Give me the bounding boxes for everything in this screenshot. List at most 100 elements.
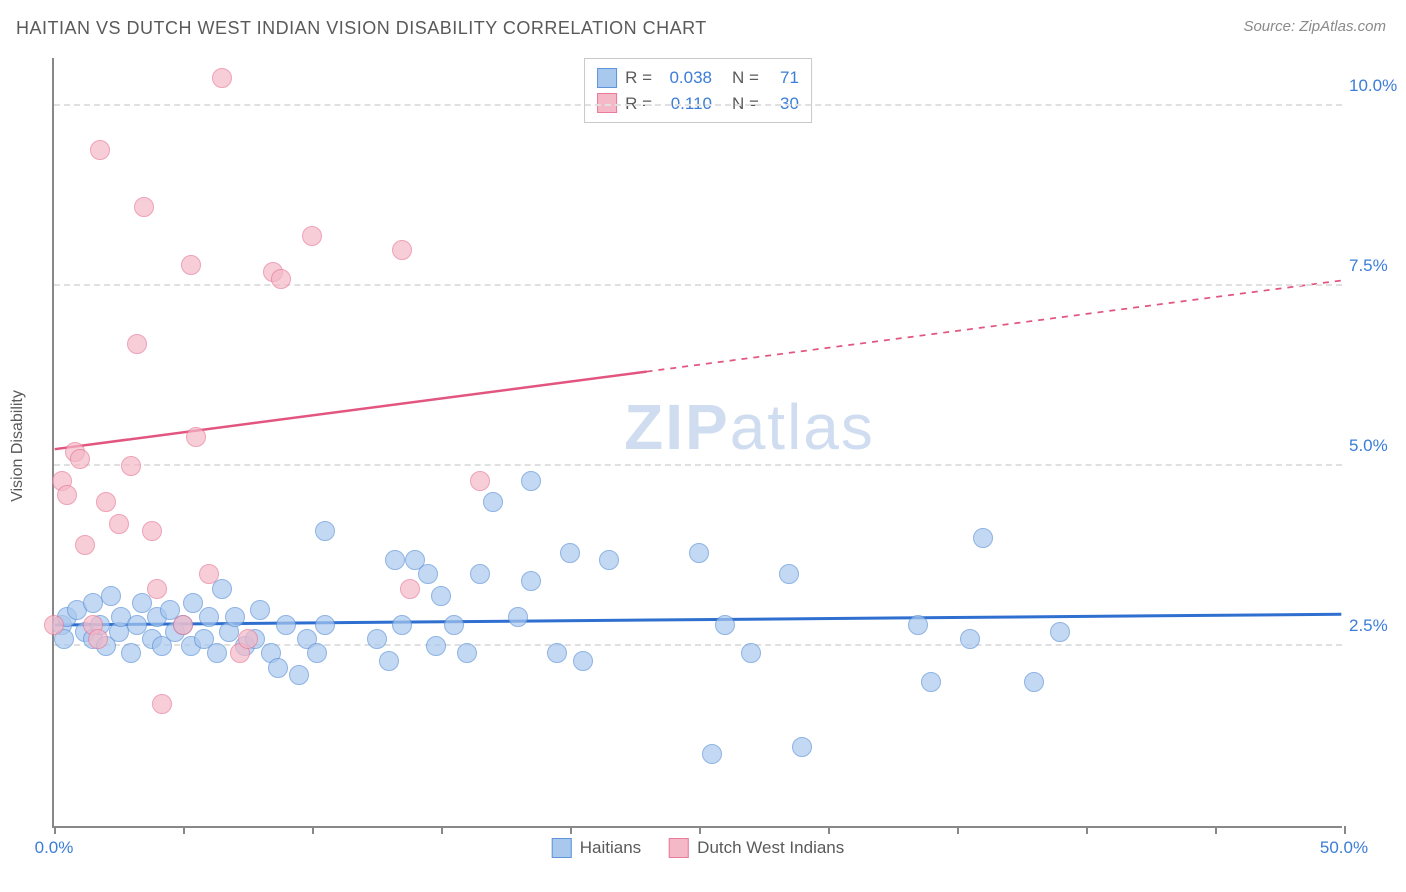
stats-row: R = 0.038 N = 71 — [597, 65, 799, 91]
scatter-point — [289, 665, 309, 685]
scatter-point — [457, 643, 477, 663]
scatter-point — [70, 449, 90, 469]
trend-line-solid — [55, 372, 647, 450]
x-tick — [183, 826, 185, 834]
scatter-point — [109, 514, 129, 534]
legend-item: Dutch West Indians — [669, 838, 844, 858]
scatter-point — [307, 643, 327, 663]
stat-label-n: N = — [732, 65, 759, 91]
scatter-point — [547, 643, 567, 663]
scatter-point — [315, 521, 335, 541]
scatter-point — [792, 737, 812, 757]
scatter-point — [186, 427, 206, 447]
scatter-point — [392, 615, 412, 635]
scatter-point — [250, 600, 270, 620]
scatter-point — [1050, 622, 1070, 642]
x-tick-label: 50.0% — [1320, 838, 1368, 858]
gridline-h — [54, 284, 1342, 286]
trend-lines-svg — [54, 58, 1342, 826]
scatter-point — [90, 140, 110, 160]
scatter-point — [367, 629, 387, 649]
scatter-point — [560, 543, 580, 563]
scatter-point — [960, 629, 980, 649]
x-tick — [1215, 826, 1217, 834]
scatter-point — [599, 550, 619, 570]
legend-bottom: Haitians Dutch West Indians — [552, 838, 845, 858]
scatter-point — [426, 636, 446, 656]
gridline-h — [54, 104, 1342, 106]
scatter-point — [973, 528, 993, 548]
source-attribution: Source: ZipAtlas.com — [1243, 18, 1386, 35]
scatter-point — [483, 492, 503, 512]
scatter-point — [302, 226, 322, 246]
stat-label-n: N = — [732, 91, 759, 117]
legend-label: Haitians — [580, 838, 641, 858]
scatter-point — [199, 564, 219, 584]
gridline-h — [54, 464, 1342, 466]
scatter-point — [431, 586, 451, 606]
stat-value-r: 0.038 — [660, 65, 712, 91]
stat-label-r: R = — [625, 91, 652, 117]
x-tick — [699, 826, 701, 834]
scatter-point — [173, 615, 193, 635]
scatter-point — [238, 629, 258, 649]
scatter-point — [470, 471, 490, 491]
scatter-point — [470, 564, 490, 584]
x-tick — [1344, 826, 1346, 834]
legend-item: Haitians — [552, 838, 641, 858]
x-tick — [441, 826, 443, 834]
y-tick-label: 2.5% — [1349, 616, 1404, 636]
scatter-point — [225, 607, 245, 627]
scatter-point — [142, 521, 162, 541]
scatter-point — [88, 629, 108, 649]
scatter-point — [715, 615, 735, 635]
trend-line-dashed — [647, 281, 1342, 372]
chart-title: HAITIAN VS DUTCH WEST INDIAN VISION DISA… — [16, 18, 707, 39]
watermark: ZIPatlas — [624, 390, 875, 464]
scatter-point — [207, 643, 227, 663]
scatter-point — [276, 615, 296, 635]
scatter-point — [741, 643, 761, 663]
x-tick — [828, 826, 830, 834]
scatter-point — [152, 694, 172, 714]
plot-area: ZIPatlas R =0.038N =71R =0.110N =30 Hait… — [52, 58, 1342, 828]
scatter-point — [908, 615, 928, 635]
scatter-point — [57, 485, 77, 505]
scatter-point — [44, 615, 64, 635]
scatter-point — [689, 543, 709, 563]
scatter-point — [134, 197, 154, 217]
scatter-point — [418, 564, 438, 584]
trend-line-solid — [55, 614, 1342, 625]
x-tick — [957, 826, 959, 834]
scatter-point — [101, 586, 121, 606]
scatter-point — [181, 255, 201, 275]
scatter-point — [379, 651, 399, 671]
scatter-point — [400, 579, 420, 599]
watermark-light: atlas — [730, 391, 875, 463]
x-tick — [54, 826, 56, 834]
scatter-point — [127, 334, 147, 354]
x-tick — [570, 826, 572, 834]
x-tick — [312, 826, 314, 834]
scatter-point — [521, 571, 541, 591]
scatter-point — [268, 658, 288, 678]
scatter-point — [212, 68, 232, 88]
legend-swatch — [669, 838, 689, 858]
y-tick-label: 5.0% — [1349, 436, 1404, 456]
stat-value-n: 71 — [767, 65, 799, 91]
scatter-point — [199, 607, 219, 627]
scatter-point — [921, 672, 941, 692]
scatter-point — [702, 744, 722, 764]
stat-label-r: R = — [625, 65, 652, 91]
watermark-bold: ZIP — [624, 391, 730, 463]
x-tick-label: 0.0% — [35, 838, 74, 858]
legend-label: Dutch West Indians — [697, 838, 844, 858]
stats-box: R = 0.038 N = 71R =0.110N =30 — [584, 58, 812, 123]
y-axis-label: Vision Disability — [9, 390, 27, 502]
scatter-point — [392, 240, 412, 260]
scatter-point — [508, 607, 528, 627]
scatter-point — [75, 535, 95, 555]
scatter-point — [521, 471, 541, 491]
scatter-point — [121, 456, 141, 476]
stats-row: R =0.110N =30 — [597, 91, 799, 117]
